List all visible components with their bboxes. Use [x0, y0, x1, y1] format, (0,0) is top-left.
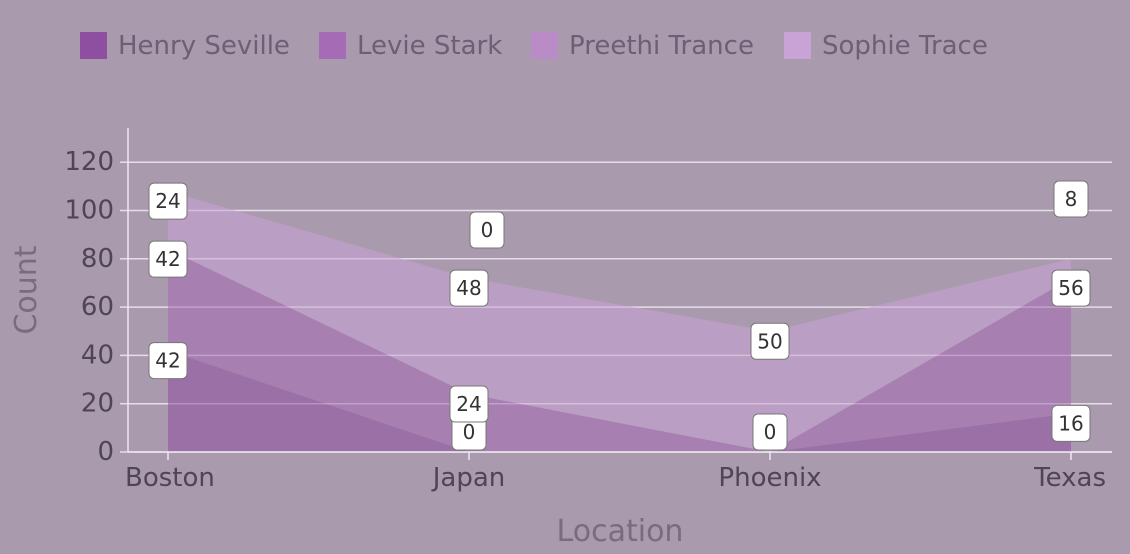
legend-label: Henry Seville: [118, 31, 290, 61]
y-tick-label: 80: [81, 244, 114, 274]
svg-text:0: 0: [481, 218, 494, 242]
data-label-sophie-trace-japan: 48: [449, 269, 489, 307]
area-henry-seville: [168, 350, 1071, 452]
y-tick-label: 20: [81, 389, 114, 419]
svg-text:24: 24: [456, 392, 481, 416]
data-label-sophie-trace-phoenix: 50: [750, 322, 790, 360]
svg-text:24: 24: [155, 189, 180, 213]
y-axis-ticks: 0 20 40 60 80 100 120: [64, 147, 114, 467]
legend-item-henry-seville[interactable]: Henry Seville: [80, 31, 290, 61]
legend-item-sophie-trace[interactable]: Sophie Trace: [784, 31, 988, 61]
x-tick-label-boston: Boston: [125, 463, 215, 493]
svg-text:56: 56: [1058, 276, 1083, 300]
svg-text:50: 50: [757, 329, 782, 353]
svg-text:8: 8: [1065, 187, 1078, 211]
y-axis-title: Count: [9, 245, 44, 334]
svg-text:48: 48: [456, 276, 481, 300]
y-tick-label: 60: [81, 292, 114, 322]
legend: Henry Seville Levie Stark Preethi Trance So…: [80, 31, 988, 61]
data-label-preethi-trance-japan: 0: [469, 211, 505, 249]
x-tick-label-phoenix: Phoenix: [718, 463, 821, 493]
y-tick-label: 120: [64, 147, 114, 177]
data-label-levie-stark-japan: 24: [449, 385, 489, 423]
data-label-sophie-trace-boston: 24: [148, 182, 188, 220]
legend-swatch: [80, 32, 107, 59]
legend-item-levie-stark[interactable]: Levie Stark: [319, 31, 502, 61]
area-sophie-trace: [168, 191, 1071, 452]
svg-text:0: 0: [764, 420, 777, 444]
x-axis-ticks: Boston Japan Phoenix Texas: [125, 452, 1106, 493]
legend-label: Levie Stark: [357, 31, 502, 61]
y-tick-label: 100: [64, 196, 114, 226]
y-tick-label: 0: [97, 437, 114, 467]
legend-label: Sophie Trace: [822, 31, 988, 61]
svg-text:16: 16: [1058, 411, 1083, 435]
legend-item-preethi-trance[interactable]: Preethi Trance: [531, 31, 754, 61]
legend-label: Preethi Trance: [569, 31, 754, 61]
svg-text:42: 42: [155, 247, 180, 271]
x-tick-label-texas: Texas: [1033, 463, 1106, 493]
area-series: [168, 191, 1071, 452]
data-label-henry-seville-phoenix: 0: [752, 413, 788, 451]
data-label-levie-stark-texas: 56: [1051, 269, 1091, 307]
legend-swatch: [784, 32, 811, 59]
data-label-henry-seville-texas: 16: [1051, 404, 1091, 442]
data-label-sophie-trace-texas: 8: [1053, 180, 1089, 218]
legend-swatch: [319, 32, 346, 59]
y-tick-label: 40: [81, 340, 114, 370]
x-tick-label-japan: Japan: [431, 463, 506, 493]
area-levie-stark: [168, 249, 1071, 452]
legend-swatch: [531, 32, 558, 59]
data-labels: 42 0 0 16 42 24 56 0 24 48 50 8: [148, 180, 1091, 451]
svg-text:0: 0: [463, 420, 476, 444]
data-label-henry-seville-boston: 42: [148, 342, 188, 380]
svg-text:42: 42: [155, 349, 180, 373]
axes: [127, 128, 1112, 453]
x-axis-title: Location: [557, 514, 684, 549]
data-label-levie-stark-boston: 42: [148, 240, 188, 278]
